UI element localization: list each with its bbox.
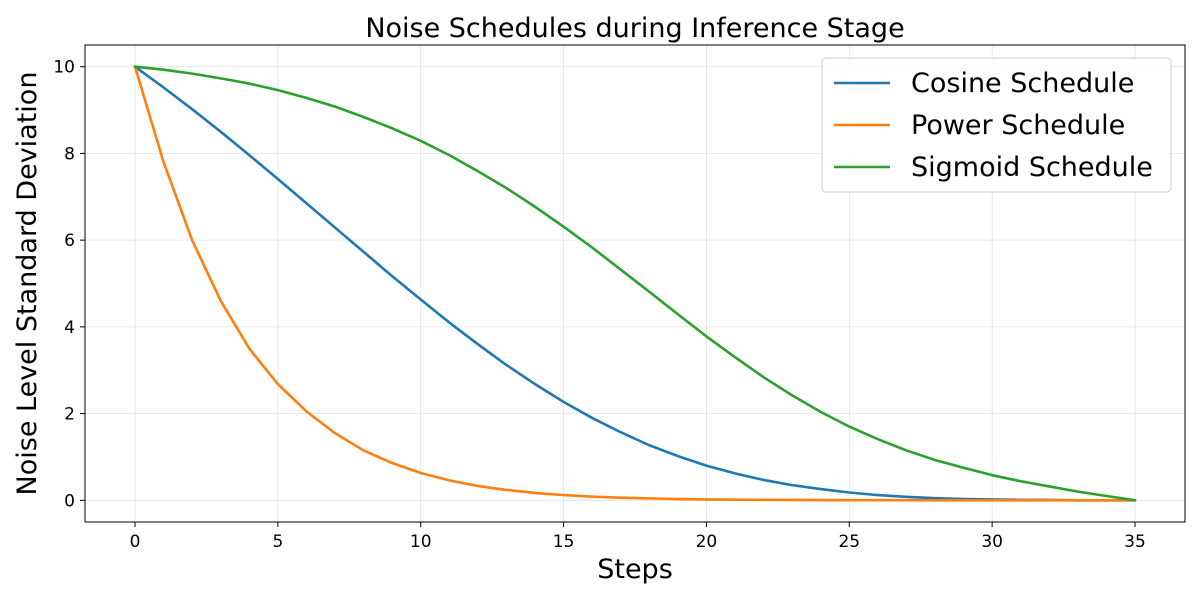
legend-label: Sigmoid Schedule: [911, 152, 1153, 183]
legend-label: Cosine Schedule: [911, 68, 1134, 99]
y-tick-label: 8: [64, 144, 75, 164]
x-tick-label: 0: [130, 532, 141, 552]
legend-label: Power Schedule: [911, 110, 1125, 141]
x-tick-label: 10: [410, 532, 432, 552]
x-axis-title: Steps: [597, 554, 673, 585]
x-tick-label: 30: [981, 532, 1003, 552]
x-tick-label: 5: [272, 532, 283, 552]
axis-ticks: 0 5 10 15 20 25 30 35 0 2 4 6 8 10: [53, 58, 1145, 552]
y-tick-label: 4: [64, 318, 75, 338]
legend: Cosine Schedule Power Schedule Sigmoid Sch…: [821, 57, 1172, 193]
series-lines: [133, 65, 1137, 502]
plot-frame: [84, 44, 1186, 523]
legend-box: [821, 57, 1172, 193]
y-axis-title: Noise Level Standard Deviation: [12, 72, 43, 496]
x-tick-label: 35: [1124, 532, 1146, 552]
x-tick-label: 15: [553, 532, 575, 552]
y-tick-label: 6: [64, 231, 75, 251]
series-line-1: [133, 65, 1137, 502]
y-tick-label: 10: [53, 58, 75, 78]
y-tick-label: 2: [64, 405, 75, 425]
x-tick-label: 25: [838, 532, 860, 552]
chart-title: Noise Schedules during Inference Stage: [365, 13, 904, 44]
x-tick-label: 20: [696, 532, 718, 552]
y-tick-label: 0: [64, 491, 75, 511]
series-line-2: [133, 65, 1137, 502]
